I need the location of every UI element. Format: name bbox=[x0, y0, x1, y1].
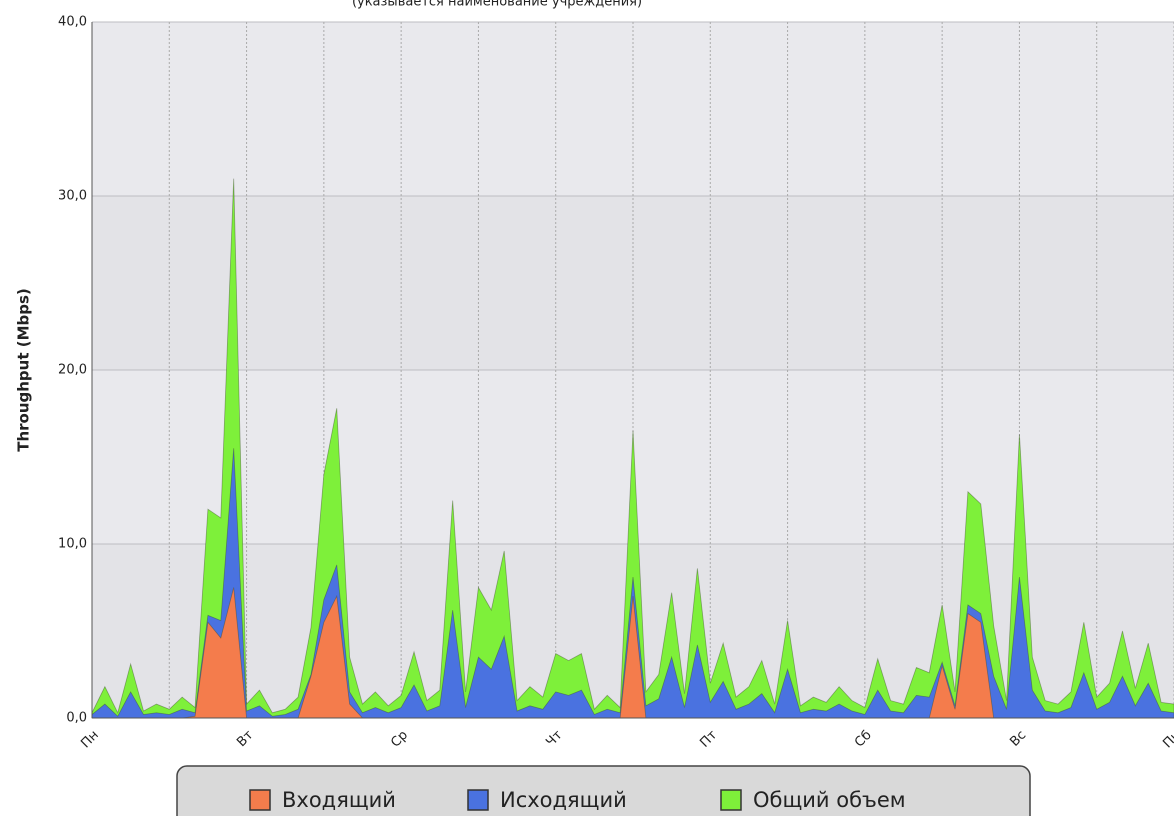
legend-label: Общий объем bbox=[753, 788, 906, 812]
chart-title: (указывается наименование учреждения) bbox=[352, 0, 642, 10]
x-tick-label: Сб bbox=[852, 728, 875, 751]
area bbox=[91, 178, 1174, 719]
y-tick-label: 0,0 bbox=[66, 711, 87, 726]
legend-label: Исходящий bbox=[500, 788, 627, 812]
legend-box bbox=[176, 765, 1031, 816]
legend-swatch bbox=[720, 789, 742, 811]
y-tick-label: 30,0 bbox=[58, 189, 87, 204]
x-tick-label: Пн bbox=[1160, 728, 1174, 752]
legend-swatch bbox=[467, 789, 489, 811]
legend-swatch bbox=[249, 789, 271, 811]
x-tick-label: Вт bbox=[234, 727, 257, 750]
area bbox=[91, 448, 1174, 719]
y-tick-label: 40,0 bbox=[58, 15, 87, 30]
x-tick-label: Чт bbox=[543, 727, 566, 750]
y-axis-label: Throughput (Mbps) bbox=[15, 288, 33, 452]
x-tick-label: Ср bbox=[388, 728, 411, 751]
y-tick-label: 20,0 bbox=[58, 363, 87, 378]
x-tick-label: Пт bbox=[697, 727, 720, 750]
x-tick-label: Пн bbox=[78, 728, 102, 752]
x-tick-label: Вс bbox=[1007, 728, 1029, 750]
legend-label: Входящий bbox=[282, 788, 396, 812]
y-tick-label: 10,0 bbox=[58, 537, 87, 552]
